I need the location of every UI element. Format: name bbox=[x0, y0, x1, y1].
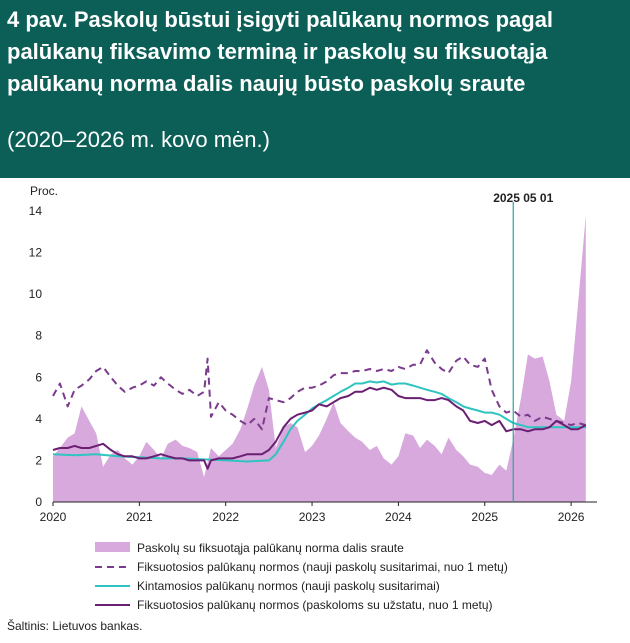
x-tick-label: 2020 bbox=[40, 510, 67, 524]
y-tick-label: 2 bbox=[35, 453, 42, 467]
x-tick-label: 2023 bbox=[299, 510, 326, 524]
chart-svg: Proc. 0 2 4 6 8 10 12 14 2020 2021 2022 2023 2024 2025… bbox=[29, 184, 597, 612]
header-banner: 4 pav. Paskolų būstui įsigyti palūkanų n… bbox=[0, 0, 630, 178]
plot-area: Proc. 0 2 4 6 8 10 12 14 2020 2021 2022 2023 2024 2025… bbox=[29, 184, 597, 524]
source-note: Šaltinis: Lietuvos bankas. bbox=[7, 619, 143, 633]
legend-label: Fiksuotosios palūkanų normos (nauji pask… bbox=[137, 560, 508, 574]
series-line-1 bbox=[52, 349, 587, 431]
chart-title: 4 pav. Paskolų būstui įsigyti palūkanų n… bbox=[7, 7, 554, 96]
x-tick-label: 2022 bbox=[212, 510, 239, 524]
x-tick-label: 2026 bbox=[558, 510, 585, 524]
y-tick-label: 10 bbox=[29, 287, 43, 301]
y-tick-label: 14 bbox=[29, 204, 43, 218]
legend-label: Paskolų su fiksuotąja palūkanų norma dal… bbox=[137, 541, 404, 555]
y-tick-label: 4 bbox=[35, 412, 42, 426]
legend-label: Fiksuotosios palūkanų normos (paskoloms … bbox=[137, 598, 493, 612]
y-tick-label: 8 bbox=[35, 329, 42, 343]
y-axis-label: Proc. bbox=[30, 184, 58, 198]
x-tick-label: 2024 bbox=[385, 510, 412, 524]
y-tick-label: 0 bbox=[35, 495, 42, 509]
legend-swatch-area bbox=[95, 542, 130, 552]
y-tick-label: 6 bbox=[35, 370, 42, 384]
y-tick-label: 12 bbox=[29, 246, 43, 260]
series-line-3 bbox=[52, 386, 587, 470]
chart-subtitle: (2020–2026 m. kovo mėn.) bbox=[7, 127, 270, 152]
series-area-fixed-share bbox=[53, 215, 586, 502]
legend-label: Kintamosios palūkanų normos (nauji pasko… bbox=[137, 579, 440, 593]
x-tick-label: 2025 bbox=[471, 510, 498, 524]
legend: Paskolų su fiksuotąja palūkanų norma dal… bbox=[95, 541, 508, 612]
x-tick-label: 2021 bbox=[126, 510, 153, 524]
annotation-label: 2025 05 01 bbox=[493, 191, 553, 205]
series-line-2 bbox=[52, 380, 586, 463]
